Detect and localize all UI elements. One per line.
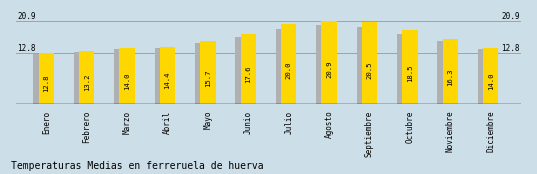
Bar — [357, 27, 372, 104]
Text: 15.7: 15.7 — [205, 69, 211, 87]
Bar — [74, 52, 89, 104]
Bar — [478, 49, 493, 104]
Text: 20.9: 20.9 — [501, 11, 520, 21]
Text: 17.6: 17.6 — [245, 66, 251, 84]
Text: 16.3: 16.3 — [447, 68, 453, 86]
Bar — [235, 37, 251, 104]
Bar — [281, 24, 296, 104]
Bar — [160, 47, 175, 104]
Text: 12.8: 12.8 — [17, 44, 36, 53]
Bar — [316, 25, 331, 104]
Bar — [39, 53, 54, 104]
Text: 20.9: 20.9 — [17, 11, 36, 21]
Text: 14.0: 14.0 — [124, 72, 130, 90]
Text: 20.9: 20.9 — [326, 60, 332, 78]
Bar — [276, 29, 291, 104]
Bar — [120, 48, 135, 104]
Bar — [397, 34, 412, 104]
Text: 12.8: 12.8 — [501, 44, 520, 53]
Text: 13.2: 13.2 — [84, 73, 90, 91]
Bar — [322, 21, 337, 104]
Text: 14.0: 14.0 — [488, 72, 494, 90]
Bar — [442, 39, 458, 104]
Text: 12.8: 12.8 — [43, 74, 49, 92]
Bar — [362, 22, 377, 104]
Bar — [79, 52, 95, 104]
Bar — [200, 41, 215, 104]
Text: 20.5: 20.5 — [366, 61, 373, 79]
Bar — [195, 43, 211, 104]
Text: 14.4: 14.4 — [164, 71, 171, 89]
Text: 20.0: 20.0 — [286, 62, 292, 80]
Text: 18.5: 18.5 — [407, 65, 413, 82]
Bar — [483, 48, 498, 104]
Bar — [241, 34, 256, 104]
Bar — [402, 30, 417, 104]
Text: Temperaturas Medias en ferreruela de huerva: Temperaturas Medias en ferreruela de hue… — [11, 161, 263, 171]
Bar — [114, 49, 129, 104]
Bar — [155, 48, 170, 104]
Bar — [33, 54, 49, 104]
Bar — [437, 41, 453, 104]
